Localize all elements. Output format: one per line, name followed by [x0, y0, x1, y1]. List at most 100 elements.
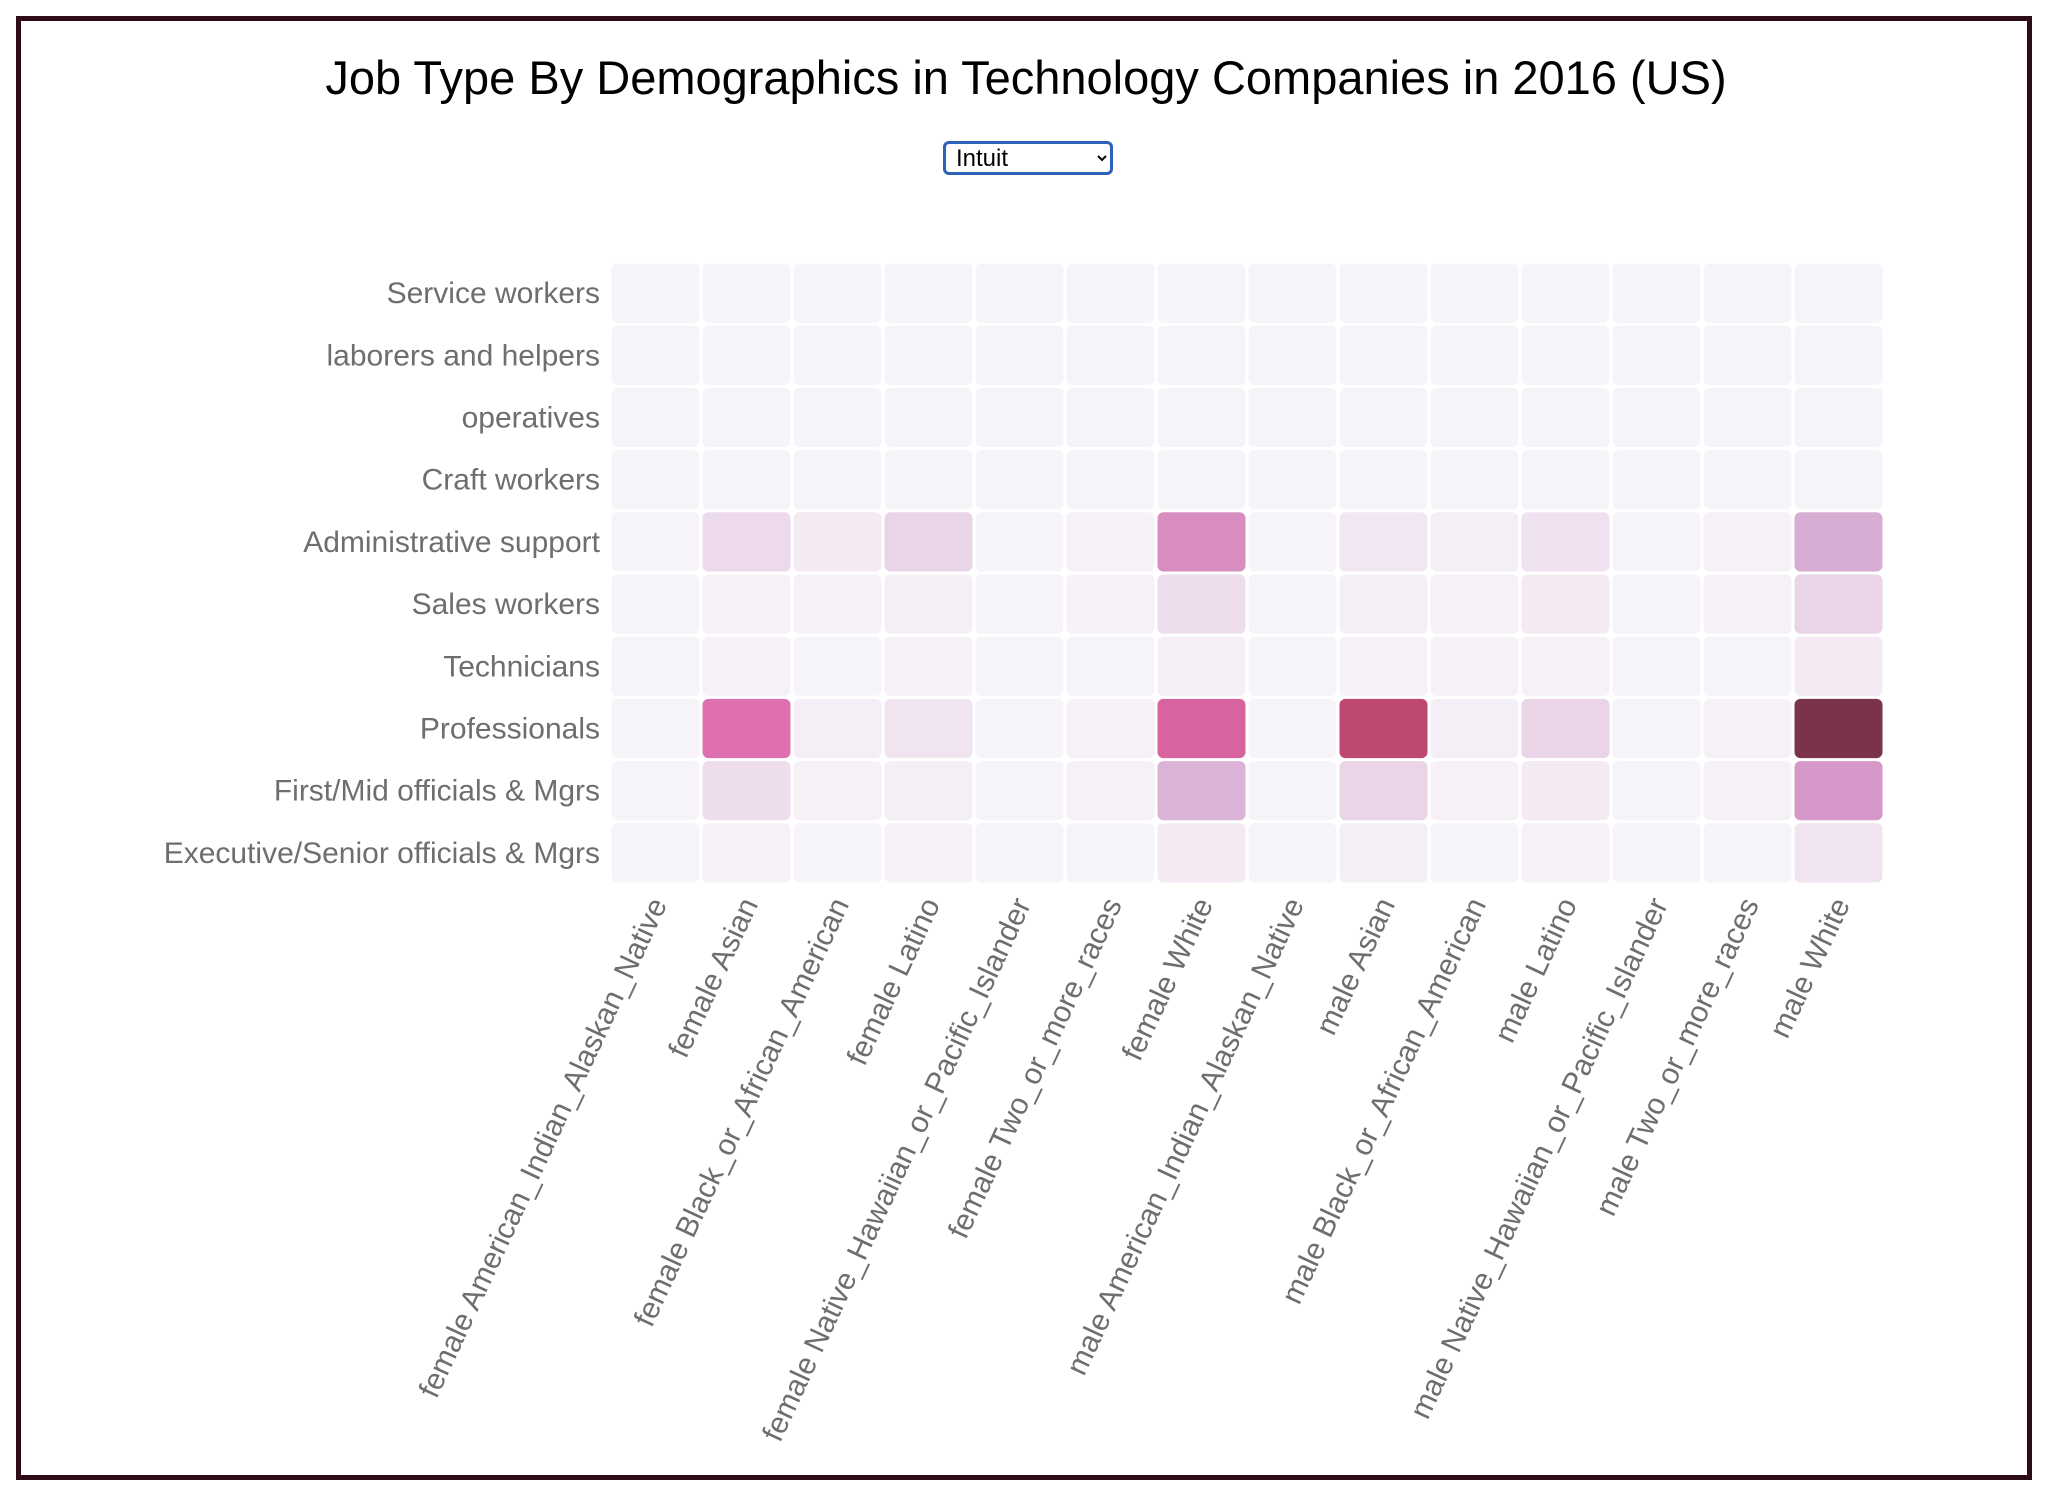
heatmap-cell[interactable] — [1066, 450, 1155, 510]
heatmap-cell[interactable] — [1703, 636, 1792, 696]
heatmap-cell[interactable] — [1430, 823, 1519, 883]
heatmap-cell[interactable] — [1521, 512, 1610, 572]
heatmap-cell[interactable] — [1703, 574, 1792, 634]
heatmap-cell[interactable] — [1339, 698, 1428, 759]
heatmap-cell[interactable] — [1703, 450, 1792, 510]
heatmap-cell[interactable] — [975, 574, 1064, 634]
heatmap-cell[interactable] — [1521, 698, 1610, 759]
heatmap-cell[interactable] — [702, 263, 791, 323]
heatmap-cell[interactable] — [1612, 823, 1701, 883]
heatmap-cell[interactable] — [1794, 823, 1883, 883]
heatmap-cell[interactable] — [1339, 263, 1428, 323]
heatmap-cell[interactable] — [611, 450, 700, 510]
heatmap-cell[interactable] — [1430, 263, 1519, 323]
heatmap-cell[interactable] — [793, 636, 882, 696]
heatmap-cell[interactable] — [884, 263, 973, 323]
heatmap-cell[interactable] — [1521, 823, 1610, 883]
heatmap-cell[interactable] — [611, 263, 700, 323]
heatmap-cell[interactable] — [611, 698, 700, 759]
heatmap-cell[interactable] — [975, 325, 1064, 385]
heatmap-cell[interactable] — [1248, 450, 1337, 510]
heatmap-cell[interactable] — [793, 512, 882, 572]
heatmap-cell[interactable] — [1157, 698, 1246, 759]
heatmap-cell[interactable] — [1066, 263, 1155, 323]
heatmap-cell[interactable] — [884, 761, 973, 821]
heatmap-cell[interactable] — [1794, 387, 1883, 448]
heatmap-cell[interactable] — [1794, 512, 1883, 572]
heatmap-cell[interactable] — [1339, 574, 1428, 634]
heatmap-cell[interactable] — [1248, 263, 1337, 323]
heatmap-cell[interactable] — [1612, 325, 1701, 385]
heatmap-cell[interactable] — [884, 636, 973, 696]
heatmap-cell[interactable] — [1430, 325, 1519, 385]
heatmap-cell[interactable] — [975, 387, 1064, 448]
heatmap-cell[interactable] — [1703, 387, 1792, 448]
heatmap-cell[interactable] — [793, 387, 882, 448]
heatmap-cell[interactable] — [1339, 761, 1428, 821]
heatmap-cell[interactable] — [702, 823, 791, 883]
heatmap-cell[interactable] — [1339, 636, 1428, 696]
company-select[interactable]: Intuit — [943, 141, 1113, 175]
heatmap-cell[interactable] — [1794, 636, 1883, 696]
heatmap-cell[interactable] — [1430, 512, 1519, 572]
heatmap-cell[interactable] — [1521, 636, 1610, 696]
heatmap-cell[interactable] — [702, 636, 791, 696]
heatmap-cell[interactable] — [975, 761, 1064, 821]
heatmap-cell[interactable] — [793, 325, 882, 385]
heatmap-cell[interactable] — [884, 387, 973, 448]
heatmap-cell[interactable] — [884, 512, 973, 572]
heatmap-cell[interactable] — [1612, 387, 1701, 448]
heatmap-cell[interactable] — [793, 263, 882, 323]
heatmap-cell[interactable] — [1157, 512, 1246, 572]
heatmap-cell[interactable] — [1794, 761, 1883, 821]
heatmap-cell[interactable] — [1157, 263, 1246, 323]
heatmap-cell[interactable] — [611, 387, 700, 448]
heatmap-cell[interactable] — [611, 823, 700, 883]
heatmap-cell[interactable] — [1248, 636, 1337, 696]
heatmap-cell[interactable] — [611, 512, 700, 572]
heatmap-cell[interactable] — [1612, 512, 1701, 572]
heatmap-cell[interactable] — [1521, 450, 1610, 510]
heatmap-cell[interactable] — [1612, 574, 1701, 634]
heatmap-cell[interactable] — [975, 823, 1064, 883]
heatmap-cell[interactable] — [1794, 574, 1883, 634]
heatmap-cell[interactable] — [702, 698, 791, 759]
heatmap-cell[interactable] — [1157, 450, 1246, 510]
heatmap-cell[interactable] — [611, 636, 700, 696]
heatmap-cell[interactable] — [884, 698, 973, 759]
heatmap-cell[interactable] — [702, 574, 791, 634]
heatmap-cell[interactable] — [702, 761, 791, 821]
heatmap-cell[interactable] — [1157, 761, 1246, 821]
heatmap-cell[interactable] — [702, 450, 791, 510]
heatmap-cell[interactable] — [884, 325, 973, 385]
heatmap-cell[interactable] — [1339, 823, 1428, 883]
heatmap-cell[interactable] — [1066, 387, 1155, 448]
heatmap-cell[interactable] — [1066, 761, 1155, 821]
heatmap-cell[interactable] — [1157, 823, 1246, 883]
heatmap-cell[interactable] — [1521, 387, 1610, 448]
heatmap-cell[interactable] — [611, 761, 700, 821]
heatmap-cell[interactable] — [1430, 698, 1519, 759]
heatmap-cell[interactable] — [884, 823, 973, 883]
heatmap-cell[interactable] — [793, 698, 882, 759]
heatmap-cell[interactable] — [702, 325, 791, 385]
heatmap-cell[interactable] — [1066, 574, 1155, 634]
heatmap-cell[interactable] — [1339, 325, 1428, 385]
heatmap-cell[interactable] — [1066, 512, 1155, 572]
heatmap-cell[interactable] — [1703, 823, 1792, 883]
heatmap-cell[interactable] — [1066, 325, 1155, 385]
heatmap-cell[interactable] — [1703, 263, 1792, 323]
heatmap-cell[interactable] — [975, 512, 1064, 572]
heatmap-cell[interactable] — [1339, 450, 1428, 510]
heatmap-cell[interactable] — [1794, 698, 1883, 759]
heatmap-cell[interactable] — [1157, 636, 1246, 696]
heatmap-cell[interactable] — [884, 450, 973, 510]
heatmap-cell[interactable] — [702, 512, 791, 572]
heatmap-cell[interactable] — [1521, 761, 1610, 821]
heatmap-cell[interactable] — [1157, 574, 1246, 634]
heatmap-cell[interactable] — [1430, 450, 1519, 510]
heatmap-cell[interactable] — [1703, 512, 1792, 572]
heatmap-cell[interactable] — [1521, 574, 1610, 634]
heatmap-cell[interactable] — [1248, 698, 1337, 759]
heatmap-cell[interactable] — [1430, 761, 1519, 821]
